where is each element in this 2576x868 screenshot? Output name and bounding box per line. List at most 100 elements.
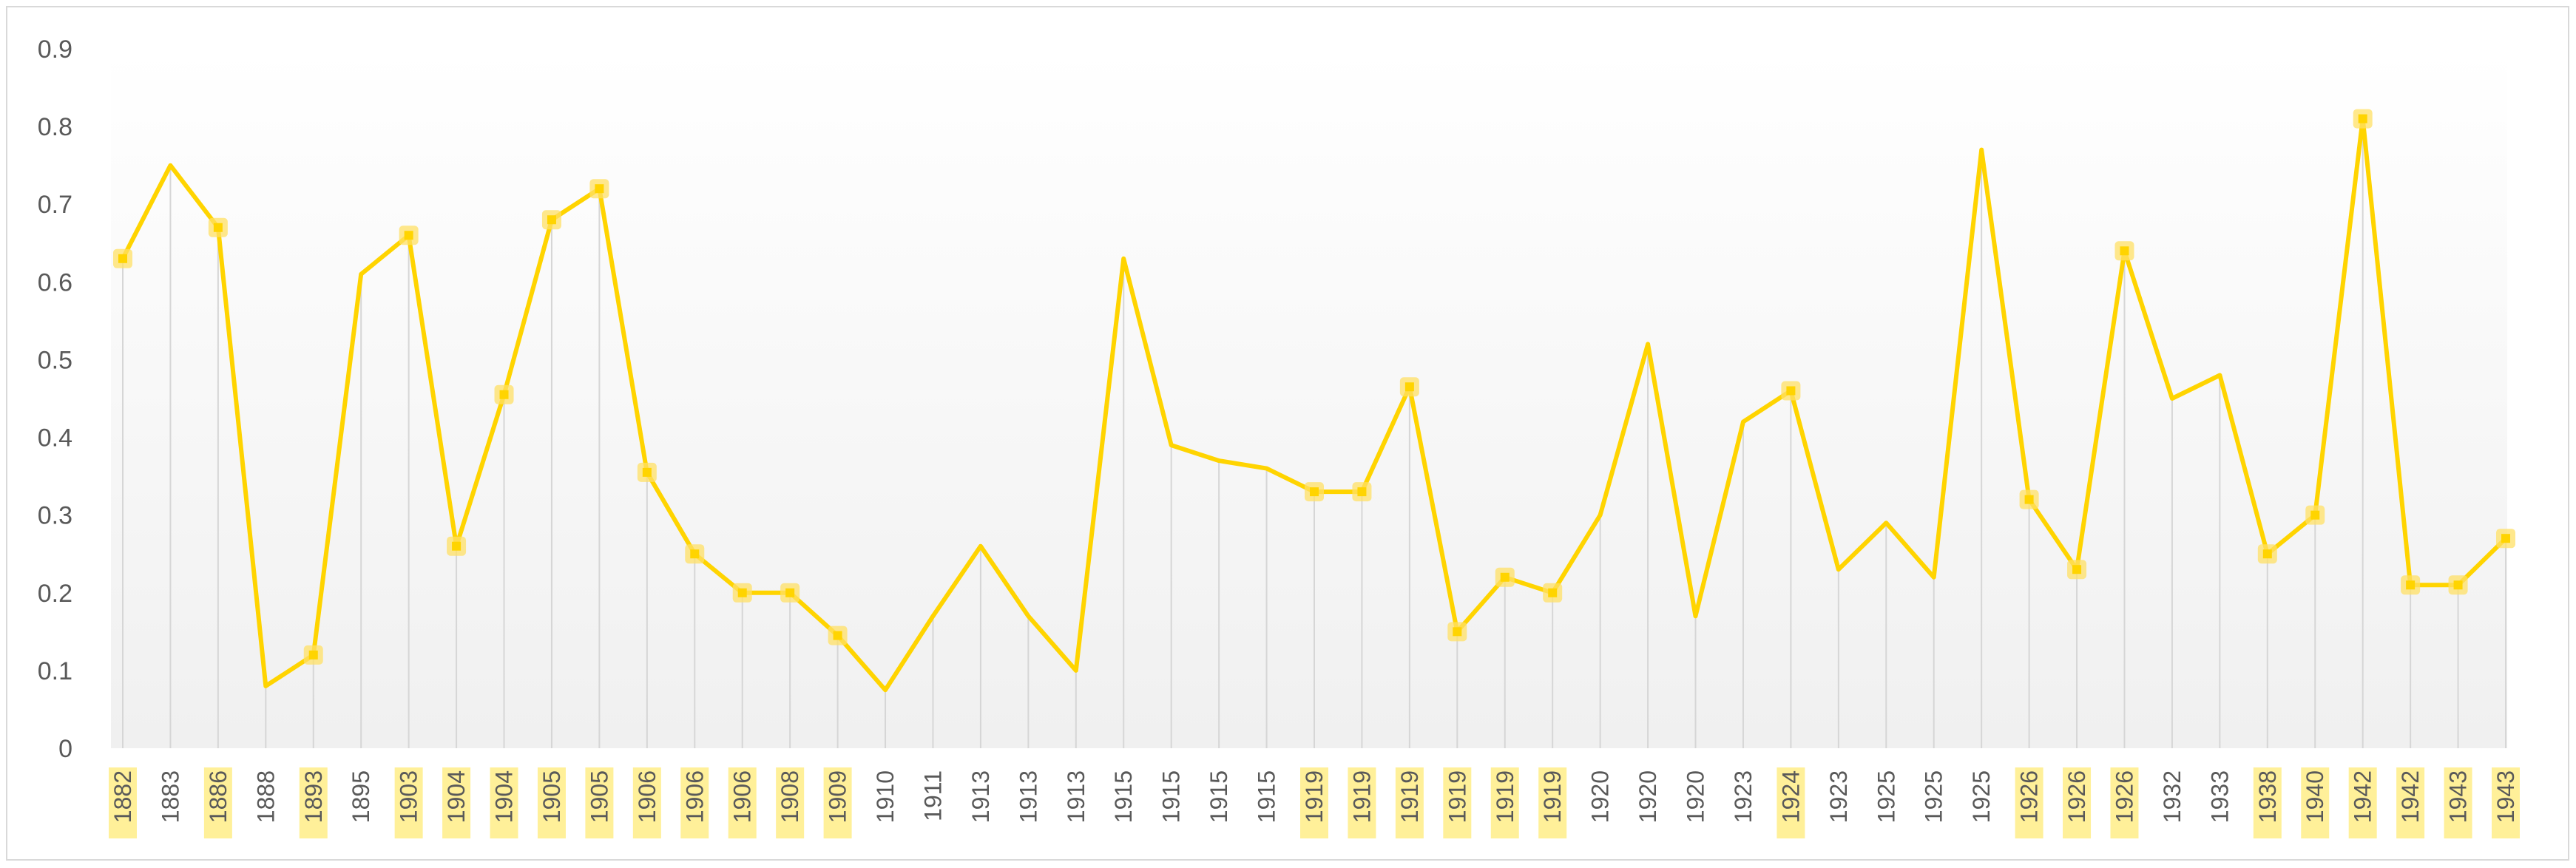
x-tick: 1942 <box>2348 767 2377 838</box>
x-tick-label: 1905 <box>586 770 612 823</box>
data-point <box>547 215 556 225</box>
x-tick-highlight <box>1490 767 1519 838</box>
data-point <box>1500 572 1510 582</box>
x-tick: 1882 <box>109 767 137 838</box>
x-tick-label: 1883 <box>157 770 183 823</box>
y-tick-label: 0.7 <box>38 191 72 219</box>
data-point <box>213 223 223 232</box>
x-tick-label: 1925 <box>1921 770 1947 823</box>
data-point <box>2310 510 2320 520</box>
x-tick: 1883 <box>157 770 183 823</box>
x-tick-label: 1919 <box>1301 770 1328 823</box>
x-tick-label: 1886 <box>205 770 231 823</box>
data-point <box>1786 386 1796 396</box>
data-point <box>2453 580 2463 590</box>
x-tick-label: 1919 <box>1492 770 1518 823</box>
x-tick-label: 1943 <box>2492 770 2519 823</box>
series-markers <box>113 109 2515 665</box>
x-tick-label: 1926 <box>2063 770 2090 823</box>
x-tick: 1919 <box>1538 767 1567 838</box>
x-tick: 1904 <box>442 767 471 838</box>
x-tick: 1913 <box>1063 770 1089 823</box>
x-tick-highlight <box>1348 767 1376 838</box>
y-tick-label: 0.2 <box>38 580 72 608</box>
x-tick: 1923 <box>1825 770 1852 823</box>
x-tick-label: 1915 <box>1158 770 1185 823</box>
x-tick: 1908 <box>776 767 805 838</box>
data-point <box>642 467 652 477</box>
x-tick: 1925 <box>1873 770 1899 823</box>
x-tick: 1919 <box>1300 767 1328 838</box>
x-tick: 1926 <box>2063 767 2092 838</box>
x-tick-highlight <box>2063 767 2092 838</box>
x-tick-highlight <box>632 767 661 838</box>
x-tick: 1919 <box>1443 767 1472 838</box>
x-tick-highlight <box>823 767 852 838</box>
data-point <box>785 588 795 597</box>
x-tick-label: 1910 <box>872 770 899 823</box>
x-tick-highlight <box>299 767 328 838</box>
x-tick-highlight <box>1777 767 1805 838</box>
x-tick-highlight <box>2301 767 2330 838</box>
x-tick-label: 1888 <box>252 770 279 823</box>
x-tick-label: 1904 <box>491 770 518 823</box>
x-tick-label: 1943 <box>2445 770 2472 823</box>
x-tick-highlight <box>537 767 566 838</box>
x-tick: 1920 <box>1587 770 1614 823</box>
x-tick: 1925 <box>1968 770 1995 823</box>
x-tick-highlight <box>1300 767 1328 838</box>
x-tick: 1932 <box>2159 770 2185 823</box>
data-point <box>2024 495 2034 504</box>
x-tick-label: 1882 <box>109 770 136 823</box>
y-tick-label: 0.3 <box>38 502 72 530</box>
x-tick: 1925 <box>1921 770 1947 823</box>
x-tick-highlight <box>2348 767 2377 838</box>
x-tick-highlight <box>2396 767 2425 838</box>
x-tick-highlight <box>680 767 709 838</box>
data-point <box>1548 588 1558 597</box>
x-tick-label: 1919 <box>1444 770 1470 823</box>
x-tick: 1915 <box>1158 770 1185 823</box>
x-tick: 1911 <box>919 770 946 821</box>
x-tick-highlight <box>585 767 614 838</box>
data-point <box>1404 382 1414 392</box>
x-tick-label: 1924 <box>1777 770 1804 823</box>
x-tick: 1904 <box>490 767 518 838</box>
x-tick: 1913 <box>1015 770 1041 823</box>
x-tick-label: 1913 <box>967 770 994 823</box>
x-tick-label: 1905 <box>538 770 565 823</box>
data-point <box>118 254 127 263</box>
x-tick-highlight <box>2444 767 2472 838</box>
x-tick-label: 1920 <box>1587 770 1614 823</box>
x-tick-label: 1932 <box>2159 770 2185 823</box>
x-tick: 1893 <box>299 767 328 838</box>
x-tick: 1919 <box>1395 767 1424 838</box>
x-tick: 1910 <box>872 770 899 823</box>
x-tick-highlight <box>2015 767 2043 838</box>
x-tick-label: 1906 <box>681 770 708 823</box>
x-tick: 1940 <box>2301 767 2330 838</box>
x-tick-label: 1942 <box>2397 770 2424 823</box>
x-tick-highlight <box>203 767 232 838</box>
x-tick-highlight <box>728 767 757 838</box>
x-tick: 1915 <box>1254 770 1280 823</box>
x-tick: 1919 <box>1348 767 1376 838</box>
data-point <box>404 231 413 240</box>
x-tick-label: 1893 <box>300 770 327 823</box>
x-tick: 1886 <box>203 767 232 838</box>
data-point <box>1357 487 1367 497</box>
x-tick-label: 1909 <box>825 770 851 823</box>
x-tick: 1905 <box>537 767 566 838</box>
x-tick-label: 1920 <box>1683 770 1709 823</box>
data-point <box>2262 549 2272 559</box>
x-tick-label: 1919 <box>1348 770 1375 823</box>
x-tick-label: 1923 <box>1730 770 1757 823</box>
x-tick-highlight <box>109 767 137 838</box>
x-tick-label: 1925 <box>1873 770 1899 823</box>
x-tick: 1923 <box>1730 770 1757 823</box>
y-tick-label: 0.9 <box>38 35 72 64</box>
x-tick-highlight <box>2492 767 2520 838</box>
x-tick-label: 1919 <box>1396 770 1423 823</box>
x-tick-label: 1915 <box>1254 770 1280 823</box>
